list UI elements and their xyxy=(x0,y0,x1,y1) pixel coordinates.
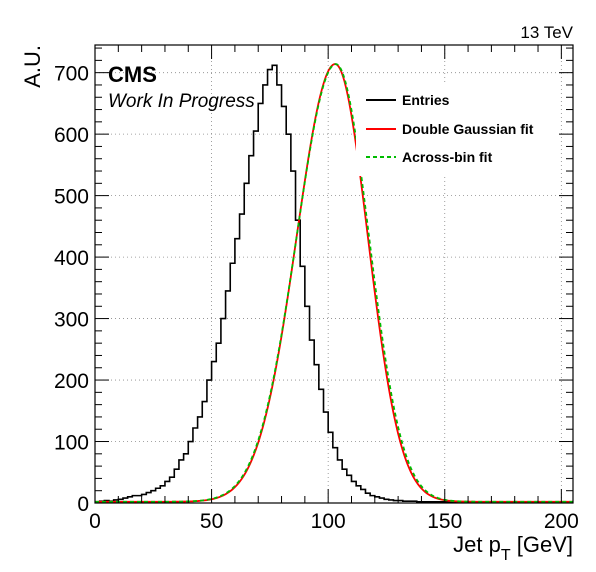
x-axis-title-unit: [GeV] xyxy=(511,532,573,557)
y-tick-label: 700 xyxy=(54,63,89,86)
y-tick-label: 0 xyxy=(77,493,89,516)
y-tick-label: 300 xyxy=(54,309,89,332)
legend: Entries Double Gaussian fit Across-bin f… xyxy=(356,84,556,176)
work-in-progress-label: Work In Progress xyxy=(108,91,255,112)
legend-label-across-bin: Across-bin fit xyxy=(402,149,493,165)
axis-ticks xyxy=(94,45,573,504)
legend-label-double-gaussian: Double Gaussian fit xyxy=(402,121,534,137)
histogram-entries xyxy=(95,64,571,503)
x-axis-title-main: Jet p xyxy=(453,532,501,557)
y-axis-title: A.U. xyxy=(20,45,45,88)
x-tick-label: 100 xyxy=(311,510,346,533)
y-tick-label: 100 xyxy=(54,432,89,455)
y-tick-label: 600 xyxy=(54,124,89,147)
plot-frame xyxy=(94,44,574,504)
x-tick-label: 150 xyxy=(427,510,462,533)
y-tick-label: 500 xyxy=(54,186,89,209)
legend-label-entries: Entries xyxy=(402,92,450,108)
cms-label: CMS xyxy=(108,62,157,87)
plot-content xyxy=(95,63,573,503)
x-tick-label: 200 xyxy=(544,510,579,533)
x-axis-title: Jet pT [GeV] xyxy=(453,532,573,564)
y-tick-label: 400 xyxy=(54,247,89,270)
energy-label: 13 TeV xyxy=(520,23,573,42)
tick-labels: 0 50 100 150 200 0 100 200 300 400 500 600 700 xyxy=(54,63,579,533)
y-tick-label: 200 xyxy=(54,370,89,393)
across-bin-fit-line xyxy=(95,63,573,503)
x-tick-label: 0 xyxy=(89,510,101,533)
x-tick-label: 50 xyxy=(200,510,223,533)
x-axis-title-sub: T xyxy=(501,547,511,564)
